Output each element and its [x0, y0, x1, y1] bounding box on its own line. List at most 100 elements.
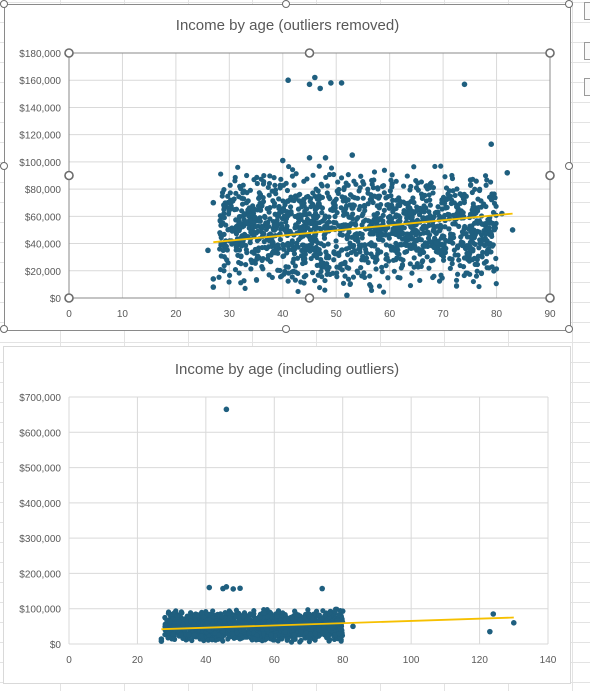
data-point — [279, 157, 286, 164]
y-tick-label: $0 — [50, 294, 62, 305]
data-point — [472, 261, 478, 267]
data-point — [336, 612, 342, 618]
plot-area-resize-handle[interactable] — [545, 293, 555, 303]
data-point — [170, 631, 176, 637]
data-point — [427, 197, 433, 203]
data-point — [445, 211, 451, 217]
resize-handle-right[interactable] — [565, 162, 573, 170]
data-point — [178, 609, 185, 615]
chart-styles-button[interactable] — [584, 42, 590, 60]
data-point — [351, 178, 357, 184]
data-point — [344, 232, 351, 238]
resize-handle-bottom-left[interactable] — [0, 325, 8, 333]
data-point — [425, 235, 432, 241]
data-point — [438, 247, 445, 254]
chart-elements-button[interactable] — [584, 2, 590, 20]
data-point — [284, 637, 290, 643]
data-point — [447, 265, 453, 271]
data-point — [424, 186, 431, 192]
data-point — [247, 187, 253, 193]
data-point — [291, 632, 297, 638]
chart-title[interactable]: Income by age (including outliers) — [174, 361, 400, 378]
data-point — [348, 221, 354, 227]
plot-area-resize-handle[interactable] — [304, 293, 315, 303]
plot-area-resize-handle[interactable] — [545, 170, 555, 181]
data-point — [233, 225, 239, 231]
data-point — [436, 228, 443, 234]
data-point — [400, 183, 407, 189]
data-point — [291, 251, 298, 257]
data-point — [467, 234, 473, 240]
data-point — [483, 182, 489, 188]
plot-area-resize-handle[interactable] — [64, 48, 74, 58]
data-point — [422, 223, 428, 229]
resize-handle-bottom-right[interactable] — [565, 325, 573, 333]
resize-handle-top-left[interactable] — [0, 0, 8, 8]
plot-area-resize-handle[interactable] — [64, 170, 74, 181]
plot-area-resize-handle[interactable] — [304, 48, 315, 58]
data-point — [312, 74, 318, 81]
data-point — [362, 246, 369, 252]
data-point — [370, 199, 376, 206]
data-point — [237, 225, 243, 231]
data-point — [194, 612, 200, 618]
data-point — [420, 230, 427, 236]
x-tick-label: 20 — [170, 309, 182, 320]
y-tick-label: $160,000 — [19, 76, 61, 87]
data-point — [403, 242, 409, 249]
data-point — [432, 163, 438, 170]
data-point — [265, 184, 271, 191]
data-point — [381, 190, 387, 196]
data-point — [303, 630, 309, 636]
data-point — [266, 272, 272, 278]
chart-filters-button[interactable] — [584, 78, 590, 96]
data-point — [291, 197, 297, 204]
data-point — [304, 176, 310, 182]
data-point — [434, 223, 441, 229]
data-point — [205, 247, 211, 254]
data-point — [341, 186, 347, 193]
data-point — [375, 185, 381, 191]
data-point — [410, 195, 416, 201]
data-point — [342, 273, 348, 279]
data-point — [204, 620, 210, 626]
data-point — [474, 268, 480, 274]
chart-including-outliers[interactable]: Income by age (including outliers) 0 20 40… — [3, 346, 571, 684]
chart-plot-area[interactable]: 0 10 20 30 40 50 60 70 80 90 $0 $20,000 $40,000 $60,0… — [5, 5, 570, 330]
resize-handle-left[interactable] — [0, 162, 8, 170]
data-point — [381, 167, 388, 173]
data-point — [383, 242, 389, 248]
data-point — [480, 249, 486, 255]
chart-outliers-removed[interactable]: Income by age (outliers removed) 0 10 20 30… — [4, 4, 571, 331]
data-point — [491, 224, 497, 231]
data-point — [236, 214, 243, 220]
data-point — [313, 253, 319, 259]
data-point — [324, 252, 330, 258]
trendline[interactable] — [161, 616, 514, 631]
data-point — [378, 232, 384, 238]
data-point — [278, 617, 284, 623]
trendline[interactable] — [213, 212, 513, 244]
data-point — [285, 240, 291, 247]
data-point — [306, 611, 312, 617]
data-point — [463, 246, 469, 252]
data-point — [368, 287, 375, 294]
data-point — [421, 249, 427, 255]
data-point — [221, 203, 227, 210]
chart-title[interactable]: Income by age (outliers removed) — [175, 17, 400, 34]
x-tick-label: 80 — [491, 309, 503, 320]
chart-plot-area[interactable]: 0 20 40 60 80 100 120 140 $0 $100,000 $200,000 $300… — [4, 347, 570, 683]
data-point — [243, 219, 249, 225]
data-point — [470, 278, 477, 285]
resize-handle-top[interactable] — [282, 0, 290, 8]
data-point — [379, 264, 385, 270]
data-point — [260, 631, 266, 637]
data-point — [345, 182, 351, 188]
data-point — [289, 242, 295, 248]
resize-handle-bottom[interactable] — [282, 325, 290, 333]
data-point — [229, 626, 235, 632]
plot-area-resize-handle[interactable] — [64, 293, 74, 303]
data-point — [368, 193, 375, 199]
resize-handle-top-right[interactable] — [565, 0, 573, 8]
plot-area-resize-handle[interactable] — [545, 48, 555, 58]
